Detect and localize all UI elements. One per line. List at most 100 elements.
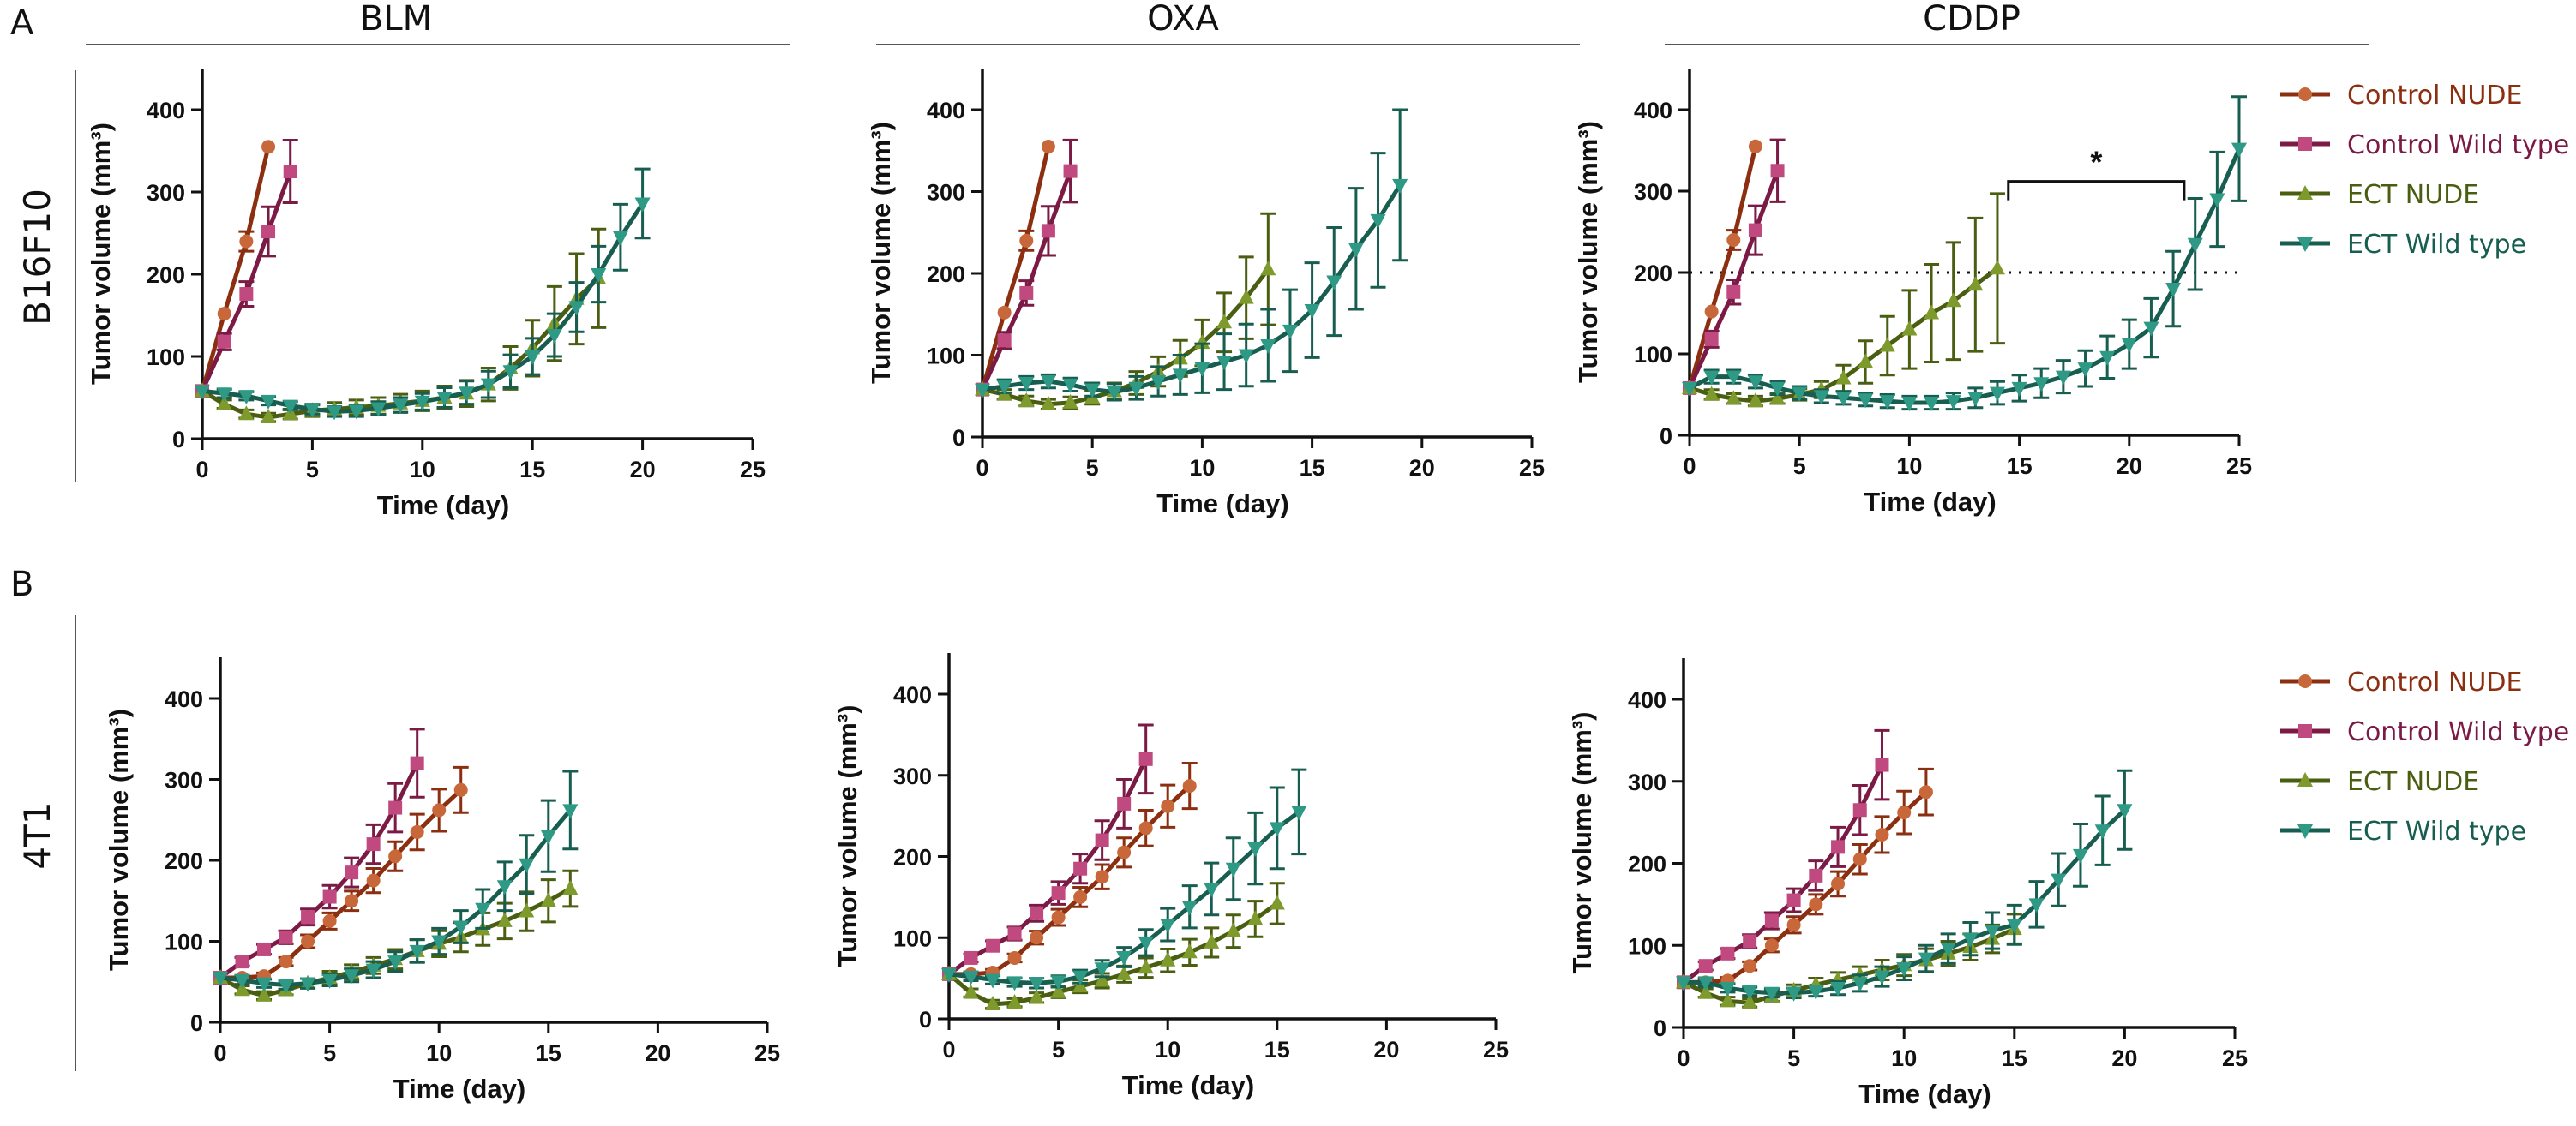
data-point [1041, 139, 1055, 153]
legend-label: ECT NUDE [2347, 180, 2479, 210]
legend-item-ect-wild-type: ECT Wild type [2280, 230, 2526, 260]
series-line [980, 146, 1051, 391]
data-point [997, 333, 1012, 348]
data-point [1029, 977, 1045, 992]
legend-label: Control Wild type [2347, 130, 2569, 160]
x-tick-label: 10 [1155, 1037, 1180, 1063]
data-point [1063, 164, 1078, 178]
data-point [1835, 369, 1852, 385]
data-point [1989, 260, 2005, 275]
data-point [1831, 877, 1846, 891]
data-point [1370, 213, 1386, 229]
data-point [1852, 977, 1868, 992]
data-point [1150, 375, 1167, 391]
data-point [1769, 381, 1786, 397]
data-point [1094, 962, 1110, 978]
legend-item-control-nude: Control NUDE [2280, 668, 2522, 698]
data-point [1204, 883, 1220, 898]
data-point [387, 955, 404, 971]
data-point [1018, 392, 1035, 407]
series-ect-wild-type [213, 770, 579, 994]
series-line [1682, 764, 1884, 985]
data-point [1945, 292, 1961, 308]
data-point [1747, 375, 1763, 391]
chart-b16f10-cddp: 0 5 10 15 20 25 0 100 200 300 400 Time (day) Tumor v… [1573, 69, 2252, 517]
data-point [612, 231, 628, 246]
data-point [1879, 337, 1895, 352]
y-tick-label: 100 [147, 344, 185, 370]
x-tick-label: 20 [2117, 453, 2142, 479]
data-point [1072, 970, 1089, 985]
data-point [1901, 320, 1918, 336]
data-point [1269, 895, 1285, 910]
x-tick-label: 0 [1677, 1045, 1690, 1071]
series-line [200, 146, 271, 392]
column-title-cddp: CDDP [1923, 0, 2021, 39]
data-point [1747, 392, 1763, 408]
data-point [2006, 919, 2022, 934]
data-point [985, 995, 1001, 1010]
data-point [1106, 386, 1122, 401]
data-point [1682, 381, 1697, 397]
data-point [1809, 897, 1823, 912]
data-point [1138, 821, 1153, 836]
x-tick-label: 15 [536, 1040, 561, 1066]
legend-label: Control Wild type [2347, 717, 2569, 747]
data-point [1062, 393, 1078, 409]
legend-bottom: Control NUDE Control Wild type ECT NUDE ECT… [2280, 668, 2569, 847]
x-tick-label: 10 [426, 1040, 452, 1066]
data-point [1181, 901, 1198, 916]
x-tick-label: 25 [740, 457, 766, 482]
data-point [1945, 395, 1961, 410]
y-tick-label: 200 [1634, 261, 1672, 286]
y-tick-label: 200 [927, 261, 965, 287]
data-point [459, 386, 475, 402]
data-point [238, 390, 255, 405]
series-ect-nude [195, 227, 607, 424]
series-control-nude [976, 139, 1055, 397]
data-point [1858, 393, 1874, 409]
data-point [1901, 397, 1918, 411]
data-point [1852, 803, 1867, 818]
data-point [1084, 383, 1101, 398]
legend-marker [2297, 237, 2313, 252]
data-point [1160, 951, 1176, 967]
y-tick-label: 100 [893, 925, 932, 951]
y-tick-label: 100 [1634, 342, 1672, 368]
data-point [1138, 936, 1154, 951]
y-tick-label: 200 [893, 845, 932, 871]
x-axis-label: Time (day) [377, 490, 509, 520]
data-point [997, 305, 1012, 320]
legend-marker [2298, 724, 2312, 738]
data-point [1216, 314, 1233, 329]
data-point [1770, 164, 1785, 178]
x-tick-label: 0 [195, 457, 208, 482]
data-point [1792, 386, 1808, 402]
chart-4t1-oxa: 0 5 10 15 20 25 0 100 200 300 400 Time (day) Tumor v… [832, 653, 1509, 1100]
data-point [301, 934, 315, 949]
data-point [301, 910, 315, 925]
data-point [2231, 142, 2247, 158]
y-axis-label: Tumor volume (mm³) [1573, 121, 1603, 383]
x-tick-label: 25 [2226, 453, 2252, 479]
data-point [1095, 833, 1109, 847]
data-point [1748, 139, 1762, 153]
y-tick-label: 0 [190, 1010, 203, 1036]
data-point [234, 973, 250, 989]
y-tick-label: 200 [147, 262, 185, 288]
y-tick-label: 300 [1628, 770, 1666, 795]
x-tick-label: 25 [2222, 1045, 2248, 1071]
data-point [1392, 178, 1408, 194]
data-point [1924, 304, 1940, 320]
data-point [1896, 962, 1912, 978]
data-point [2028, 898, 2045, 913]
data-point [1172, 368, 1188, 384]
x-tick-label: 10 [410, 457, 435, 482]
legend-label: Control NUDE [2347, 81, 2522, 111]
data-point [1019, 233, 1034, 248]
data-point [1720, 946, 1735, 961]
y-tick-label: 100 [165, 930, 203, 955]
data-point [1238, 289, 1254, 304]
significance-bracket [2007, 180, 2186, 201]
